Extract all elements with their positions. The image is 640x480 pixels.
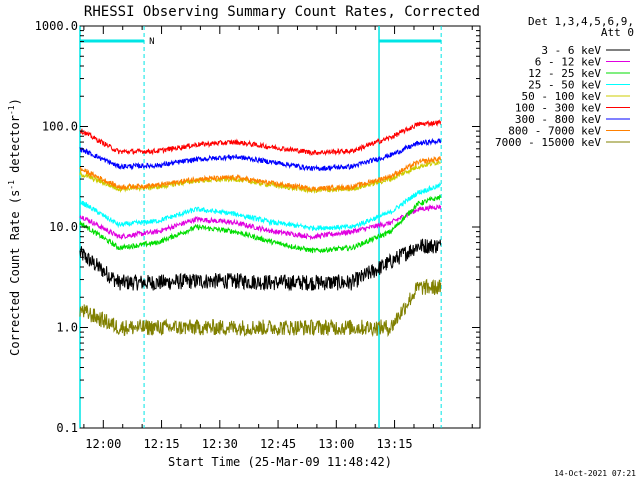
legend-label: 25 - 50 keV [528,79,601,92]
y-tick-label: 10.0 [49,220,78,234]
y-axis-label-end: ) [8,98,22,105]
x-tick-label: 12:30 [202,437,238,451]
x-axis: 12:00 12:15 12:30 12:45 13:00 13:15 [83,26,473,451]
x-tick-label: 12:45 [260,437,296,451]
series-line [79,155,442,193]
y-tick-label: 1.0 [56,321,78,335]
legend-header-line1: Det 1,3,4,5,6,9, [528,15,634,28]
y-axis-label-main: Corrected Count Rate (s [8,190,22,356]
legend-label: 100 - 300 keV [515,102,601,115]
series-line [79,181,442,232]
chart-title: RHESSI Observing Summary Count Rates, Co… [84,4,480,20]
legend-label: 300 - 800 keV [515,113,601,126]
series-line [79,119,442,157]
y-axis-label-sup1: -1 [7,180,16,190]
x-tick-label: 12:00 [85,437,121,451]
legend-header-line2: Att 0 [601,26,634,39]
x-axis-label: Start Time (25-Mar-09 11:48:42) [168,455,392,469]
legend-label: 800 - 7000 keV [508,125,601,138]
legend-label: 6 - 12 keV [535,56,602,69]
y-tick-label: 100.0 [42,120,78,134]
legend-label: 12 - 25 keV [528,67,601,80]
night-label: N [149,37,154,47]
y-tick-label: 1000.0 [35,19,78,33]
legend-label: 50 - 100 keV [522,90,602,103]
series-line [79,194,442,254]
plot-frame [79,25,481,429]
y-axis-label-mid: detector [8,115,22,180]
y-axis: 1000.0 100.0 10.0 1.0 0.1 [35,19,480,435]
x-tick-label: 13:15 [377,437,413,451]
x-tick-label: 13:00 [318,437,354,451]
footer-timestamp: 14-Oct-2021 07:21 [554,469,636,478]
legend-label: 7000 - 15000 keV [495,136,601,149]
y-tick-label: 0.1 [56,421,78,435]
series-line [79,238,442,292]
series-line [79,204,442,241]
legend-label: 3 - 6 keV [541,44,601,57]
series-line [79,278,442,338]
y-axis-label-sup2: -1 [7,105,16,115]
series-layer [79,119,442,338]
y-axis-label: Corrected Count Rate (s-1 detector-1) [7,98,22,356]
night-markers: N [79,26,442,428]
x-tick-label: 12:15 [143,437,179,451]
series-line [79,137,442,172]
